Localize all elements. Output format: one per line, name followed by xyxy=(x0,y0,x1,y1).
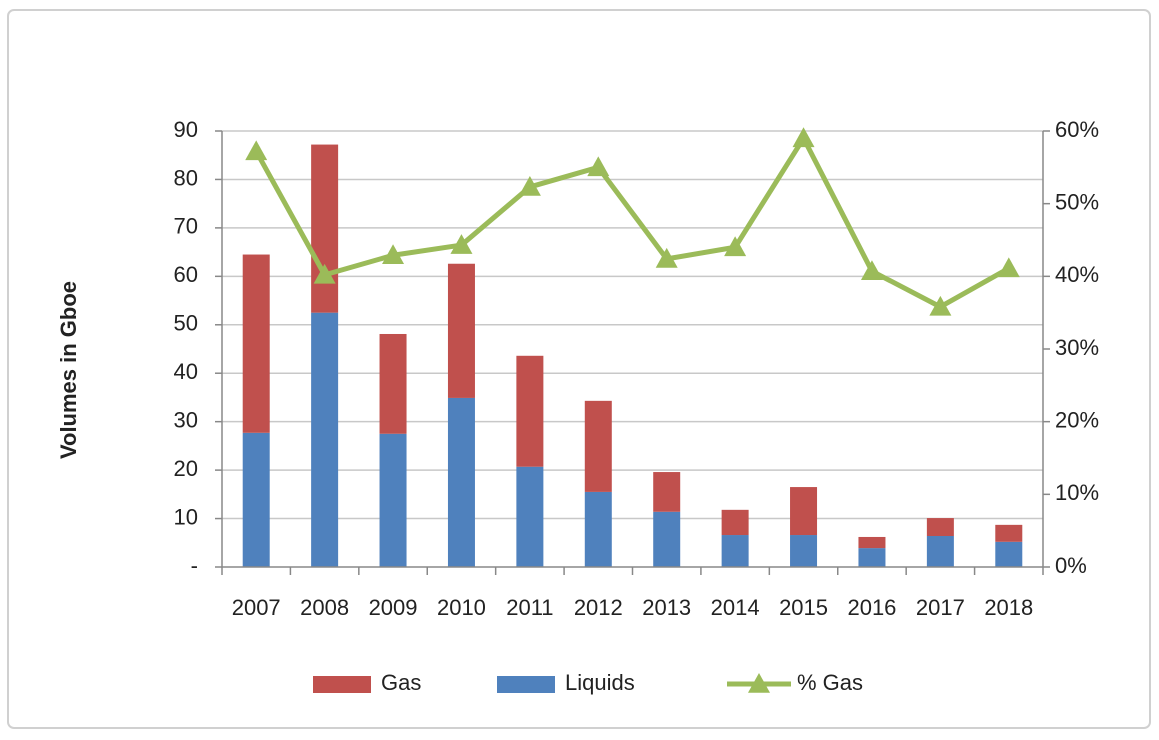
bar xyxy=(926,535,954,567)
line-marker xyxy=(655,247,678,268)
bar xyxy=(653,472,681,512)
bar xyxy=(653,511,681,567)
bar xyxy=(447,263,475,398)
bar xyxy=(379,433,407,567)
line-marker xyxy=(382,244,405,265)
y-tick-label: 90 xyxy=(174,117,198,142)
line-marker xyxy=(997,257,1020,278)
y-tick-label: 40 xyxy=(174,359,198,384)
legend-swatch xyxy=(313,676,371,693)
y-tick-label: 50 xyxy=(174,311,198,336)
y-tick-label: 30 xyxy=(174,407,198,432)
legend-label: Liquids xyxy=(565,670,635,695)
y2-tick-label: 40% xyxy=(1055,262,1099,287)
y-tick-label: 20 xyxy=(174,456,198,481)
bar xyxy=(516,355,544,467)
line-marker xyxy=(518,175,541,196)
y2-tick-label: 10% xyxy=(1055,480,1099,505)
x-tick-label: 2013 xyxy=(642,595,691,620)
legend-label: % Gas xyxy=(797,670,863,695)
bar xyxy=(995,524,1023,542)
bar xyxy=(379,333,407,434)
bar xyxy=(242,432,270,567)
bar xyxy=(858,536,886,549)
y-tick-label: 60 xyxy=(174,262,198,287)
line-marker xyxy=(245,140,268,161)
bar xyxy=(242,254,270,433)
x-tick-label: 2010 xyxy=(437,595,486,620)
bar xyxy=(447,397,475,567)
line-marker xyxy=(313,263,336,284)
bar xyxy=(584,491,612,567)
bar xyxy=(311,312,339,567)
line-marker xyxy=(929,295,952,316)
line-marker xyxy=(860,260,883,281)
bar xyxy=(584,400,612,492)
x-tick-label: 2018 xyxy=(984,595,1033,620)
y-tick-label: 70 xyxy=(174,214,198,239)
y-tick-label: - xyxy=(191,553,198,578)
y-tick-label: 10 xyxy=(174,504,198,529)
y-axis-label: Volumes in Gboe xyxy=(56,281,81,459)
line-marker xyxy=(792,127,815,148)
y-tick-label: 80 xyxy=(174,165,198,190)
y2-tick-label: 30% xyxy=(1055,335,1099,360)
x-tick-label: 2008 xyxy=(300,595,349,620)
line-marker xyxy=(724,236,747,257)
bar xyxy=(311,144,339,313)
bar xyxy=(516,466,544,567)
x-tick-label: 2009 xyxy=(369,595,418,620)
x-tick-label: 2016 xyxy=(847,595,896,620)
y2-tick-label: 50% xyxy=(1055,189,1099,214)
y2-tick-label: 60% xyxy=(1055,117,1099,142)
x-tick-label: 2014 xyxy=(711,595,760,620)
x-tick-label: 2015 xyxy=(779,595,828,620)
bar xyxy=(721,509,749,536)
bar xyxy=(995,541,1023,567)
x-tick-label: 2017 xyxy=(916,595,965,620)
legend-swatch xyxy=(497,676,555,693)
y2-tick-label: 20% xyxy=(1055,407,1099,432)
bar xyxy=(858,548,886,567)
line-series xyxy=(254,135,1011,310)
bar xyxy=(790,487,818,536)
x-tick-label: 2011 xyxy=(506,595,553,620)
line-marker xyxy=(450,234,473,254)
legend-label: Gas xyxy=(381,670,421,695)
bar xyxy=(721,535,749,567)
bar xyxy=(926,518,954,536)
y2-tick-label: 0% xyxy=(1055,553,1087,578)
bar xyxy=(790,535,818,567)
x-tick-label: 2012 xyxy=(574,595,623,620)
x-tick-label: 2007 xyxy=(232,595,281,620)
line-marker xyxy=(587,156,610,177)
legend-marker xyxy=(748,673,770,693)
